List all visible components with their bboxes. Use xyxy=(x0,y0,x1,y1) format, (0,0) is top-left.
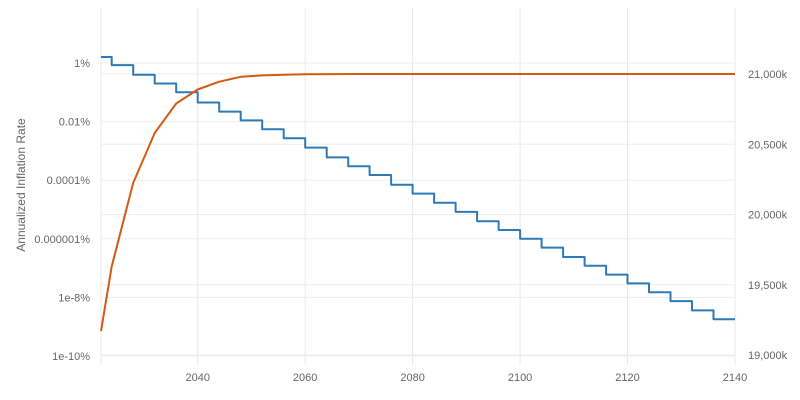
x-axis: 2040 2060 2080 2100 2120 2140 xyxy=(185,372,747,384)
y-axis-title: Annualized Inflation Rate xyxy=(14,118,28,252)
left-tick-label: 1e-8% xyxy=(58,292,90,304)
left-tick-label: 0.0001% xyxy=(47,175,91,187)
left-tick-label: 1e-10% xyxy=(52,351,90,363)
supply-series-line xyxy=(100,73,735,332)
right-axis: 19,000k 19,500k 20,000k 20,500k 21,000k xyxy=(748,69,788,362)
left-axis: 1% 0.01% 0.0001% 0.000001% 1e-8% 1e-10% xyxy=(34,58,90,363)
left-tick-label: 1% xyxy=(74,58,90,70)
left-tick-label: 0.000001% xyxy=(34,234,90,246)
right-tick-label: 19,000k xyxy=(748,350,788,362)
x-tick-label: 2100 xyxy=(508,372,532,384)
left-tick-label: 0.01% xyxy=(59,117,90,129)
x-tick-label: 2040 xyxy=(185,372,209,384)
series-layer xyxy=(100,56,735,332)
x-tick-label: 2120 xyxy=(615,372,639,384)
right-tick-label: 20,000k xyxy=(748,210,788,222)
x-tick-label: 2060 xyxy=(293,372,317,384)
right-tick-label: 20,500k xyxy=(748,139,788,151)
right-tick-label: 21,000k xyxy=(748,69,788,81)
x-tick-label: 2140 xyxy=(723,372,747,384)
x-tick-label: 2080 xyxy=(400,372,424,384)
right-tick-label: 19,500k xyxy=(748,280,788,292)
inflation-rate-series-line xyxy=(101,56,735,321)
